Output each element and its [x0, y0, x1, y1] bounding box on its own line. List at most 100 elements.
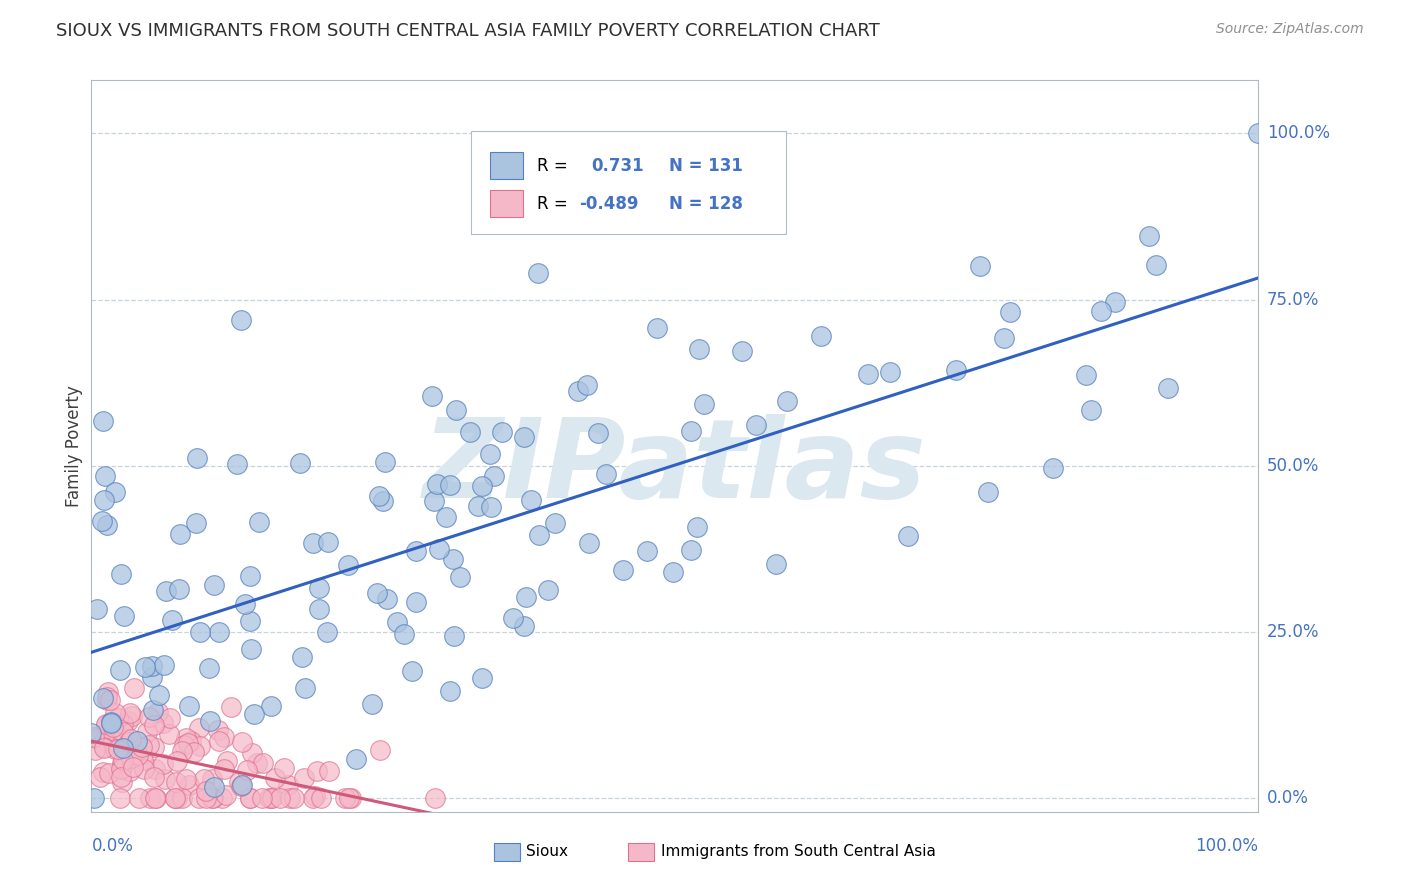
Point [269, 791, 291, 805]
Point [145, 791, 167, 805]
Point [998, 305, 1021, 319]
Text: 0.0%: 0.0% [91, 838, 134, 855]
Point [83, 791, 105, 805]
Point [302, 535, 325, 549]
Point [879, 365, 901, 379]
Point [160, 613, 183, 627]
Point [195, 783, 218, 797]
Point [360, 697, 382, 711]
Point [165, 791, 187, 805]
Point [368, 742, 391, 756]
Point [685, 520, 707, 534]
Point [188, 624, 211, 639]
Point [1074, 368, 1097, 382]
Point [693, 397, 716, 411]
Point [527, 266, 550, 280]
Text: -0.489: -0.489 [579, 194, 638, 212]
Point [112, 609, 135, 624]
Point [107, 711, 129, 725]
Point [177, 699, 200, 714]
Point [976, 485, 998, 500]
Point [111, 717, 134, 731]
Point [111, 756, 134, 770]
Point [127, 747, 149, 762]
Point [166, 754, 188, 768]
Text: N = 131: N = 131 [669, 157, 742, 175]
Point [405, 544, 427, 558]
Point [291, 650, 314, 665]
Point [132, 762, 155, 776]
Point [337, 791, 360, 805]
Point [443, 629, 465, 643]
Point [240, 746, 263, 760]
Point [229, 779, 252, 793]
Point [449, 570, 471, 584]
Point [969, 259, 991, 273]
Point [86, 602, 108, 616]
Point [246, 756, 269, 770]
Point [93, 739, 115, 754]
Point [132, 747, 155, 761]
Point [179, 778, 201, 792]
Point [118, 764, 141, 778]
Point [121, 744, 143, 758]
Point [231, 735, 253, 749]
Point [103, 720, 125, 734]
Point [96, 517, 118, 532]
Point [97, 685, 120, 699]
Point [401, 664, 423, 678]
Point [262, 791, 284, 805]
Point [318, 764, 340, 778]
Point [434, 509, 457, 524]
Point [316, 624, 339, 639]
Text: Immigrants from South Central Asia: Immigrants from South Central Asia [661, 845, 936, 860]
Point [212, 762, 235, 776]
Point [260, 698, 283, 713]
Point [121, 708, 143, 723]
Point [264, 771, 287, 785]
Point [174, 731, 197, 746]
Point [810, 328, 832, 343]
Point [173, 738, 195, 752]
Point [1157, 381, 1180, 395]
Point [236, 763, 259, 777]
Point [98, 693, 121, 707]
Point [278, 791, 301, 805]
Point [96, 718, 118, 732]
Point [167, 582, 190, 597]
Point [104, 484, 127, 499]
Point [612, 563, 634, 577]
Point [527, 527, 550, 541]
Point [138, 791, 160, 805]
Point [188, 739, 211, 754]
Point [239, 791, 262, 805]
Point [439, 683, 461, 698]
Point [776, 394, 799, 409]
Point [142, 718, 165, 732]
Point [681, 543, 703, 558]
Point [307, 764, 329, 779]
Point [86, 731, 108, 746]
Point [374, 455, 396, 469]
Point [250, 791, 273, 805]
Text: 25.0%: 25.0% [1267, 624, 1319, 641]
Point [229, 313, 252, 327]
Point [945, 363, 967, 377]
Point [111, 731, 134, 746]
FancyBboxPatch shape [628, 843, 654, 861]
Point [93, 734, 115, 748]
Point [231, 778, 253, 792]
Point [135, 724, 157, 739]
Point [180, 734, 202, 748]
Point [215, 788, 238, 802]
FancyBboxPatch shape [491, 153, 523, 178]
Point [141, 669, 163, 683]
Point [429, 541, 451, 556]
Point [100, 734, 122, 748]
Point [446, 402, 468, 417]
Point [308, 581, 330, 595]
Text: R =: R = [537, 157, 568, 175]
Point [122, 681, 145, 696]
Point [100, 715, 122, 730]
Point [243, 706, 266, 721]
